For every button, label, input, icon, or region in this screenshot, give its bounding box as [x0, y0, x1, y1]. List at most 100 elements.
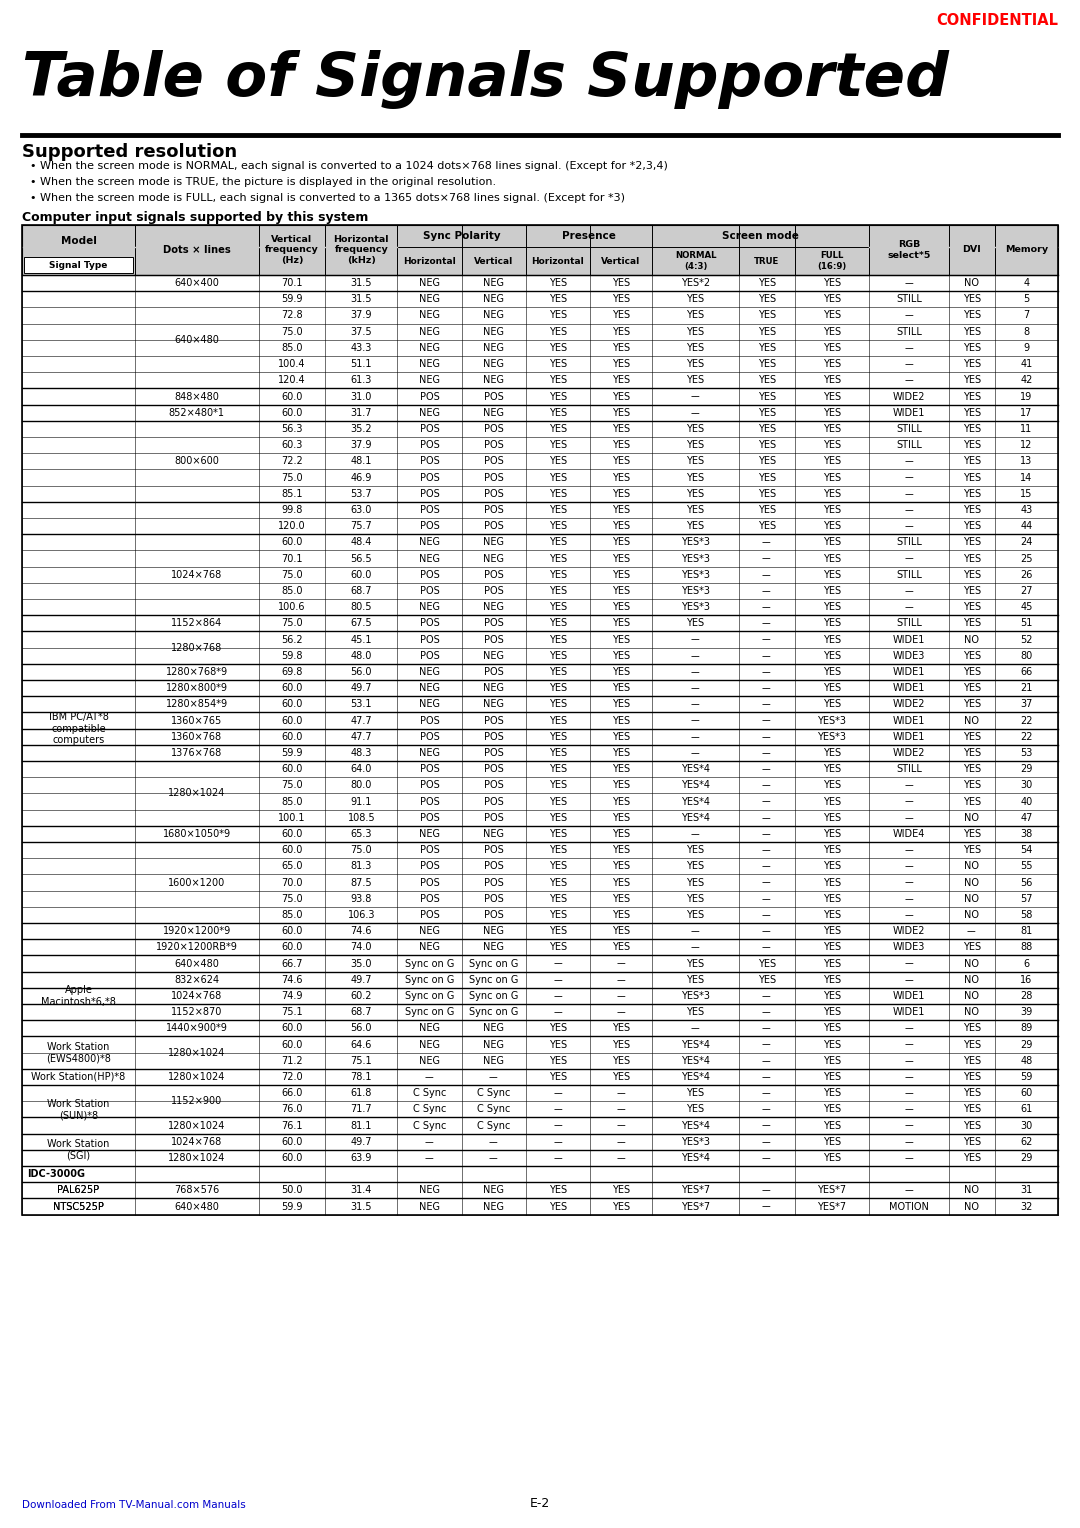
Text: YES*4: YES*4 — [681, 764, 710, 775]
Text: 1440×900*9: 1440×900*9 — [166, 1024, 228, 1033]
Text: 60.0: 60.0 — [281, 1154, 302, 1163]
Text: POS: POS — [420, 423, 440, 434]
Text: ––: –– — [690, 683, 701, 694]
Text: YES: YES — [962, 538, 981, 547]
Text: 51.1: 51.1 — [351, 359, 373, 370]
Text: YES: YES — [549, 747, 567, 758]
Text: ––: –– — [616, 1154, 625, 1163]
Text: 65.0: 65.0 — [281, 862, 302, 871]
Text: YES: YES — [962, 391, 981, 402]
Text: POS: POS — [484, 747, 503, 758]
Text: IDC-3000G: IDC-3000G — [27, 1169, 85, 1180]
Text: 1280×768: 1280×768 — [172, 643, 222, 652]
Text: 68.7: 68.7 — [351, 585, 373, 596]
Text: ––: –– — [904, 1105, 914, 1114]
Text: 1280×1024: 1280×1024 — [168, 1154, 226, 1163]
Text: YES: YES — [612, 521, 630, 532]
Text: YES: YES — [823, 990, 841, 1001]
Text: Presence: Presence — [562, 231, 616, 241]
Text: 35.2: 35.2 — [351, 423, 373, 434]
Text: YES: YES — [549, 926, 567, 937]
Text: YES: YES — [962, 781, 981, 790]
Text: YES: YES — [549, 651, 567, 660]
Text: 53: 53 — [1021, 747, 1032, 758]
Text: YES: YES — [612, 602, 630, 613]
Text: NEG: NEG — [419, 700, 440, 709]
Text: NO: NO — [964, 894, 980, 903]
Text: POS: POS — [420, 570, 440, 579]
Text: YES: YES — [823, 408, 841, 417]
Text: 15: 15 — [1021, 489, 1032, 498]
Text: YES: YES — [962, 553, 981, 564]
Text: 61.8: 61.8 — [351, 1088, 372, 1099]
Text: POS: POS — [484, 440, 503, 451]
Text: ––: –– — [762, 828, 772, 839]
Text: 61: 61 — [1021, 1105, 1032, 1114]
Text: STILL: STILL — [896, 619, 922, 628]
Text: ––: –– — [690, 828, 701, 839]
Text: ––: –– — [904, 1088, 914, 1099]
Text: YES: YES — [549, 619, 567, 628]
Text: 48: 48 — [1021, 1056, 1032, 1065]
Text: Sync on G: Sync on G — [405, 1007, 455, 1018]
Text: ––: –– — [904, 796, 914, 807]
Text: YES: YES — [612, 585, 630, 596]
Text: 75.0: 75.0 — [281, 619, 302, 628]
Text: 66: 66 — [1021, 666, 1032, 677]
Text: YES: YES — [823, 1137, 841, 1146]
Text: 99.8: 99.8 — [281, 504, 302, 515]
Text: POS: POS — [484, 634, 503, 645]
Text: YES: YES — [823, 1056, 841, 1065]
Text: 55: 55 — [1021, 862, 1032, 871]
Text: PAL625P: PAL625P — [57, 1186, 99, 1195]
Text: 43.3: 43.3 — [351, 342, 372, 353]
Text: 60.0: 60.0 — [281, 1024, 302, 1033]
Text: 47: 47 — [1021, 813, 1032, 822]
Text: YES: YES — [612, 619, 630, 628]
Text: 44: 44 — [1021, 521, 1032, 532]
Text: ––: –– — [489, 1137, 499, 1146]
Text: YES: YES — [687, 975, 704, 984]
Text: YES: YES — [549, 553, 567, 564]
Text: POS: POS — [484, 570, 503, 579]
Text: POS: POS — [420, 634, 440, 645]
Text: 39: 39 — [1021, 1007, 1032, 1018]
Text: Work Station(HP)*8: Work Station(HP)*8 — [31, 1073, 125, 1082]
Text: YES: YES — [823, 521, 841, 532]
Text: 69.8: 69.8 — [281, 666, 302, 677]
Text: ––: –– — [967, 926, 976, 937]
Text: YES: YES — [549, 862, 567, 871]
Text: 640×400: 640×400 — [174, 278, 219, 289]
Text: YES: YES — [823, 440, 841, 451]
Text: ––: –– — [904, 877, 914, 888]
Text: 88: 88 — [1021, 943, 1032, 952]
Text: 85.1: 85.1 — [281, 489, 302, 498]
Text: YES: YES — [962, 602, 981, 613]
Text: YES: YES — [962, 423, 981, 434]
Text: POS: POS — [420, 781, 440, 790]
Text: YES: YES — [758, 975, 775, 984]
Text: MOTION: MOTION — [889, 1201, 929, 1212]
Text: Model: Model — [60, 237, 96, 246]
Text: ––: –– — [553, 1137, 563, 1146]
Text: NEG: NEG — [419, 1056, 440, 1065]
Text: YES*7: YES*7 — [681, 1186, 710, 1195]
Text: YES: YES — [962, 1120, 981, 1131]
Text: 74.9: 74.9 — [281, 990, 302, 1001]
Text: YES: YES — [612, 1186, 630, 1195]
Text: Signal Type: Signal Type — [50, 260, 108, 269]
Text: 19: 19 — [1021, 391, 1032, 402]
Text: POS: POS — [484, 521, 503, 532]
Text: YES: YES — [823, 828, 841, 839]
Text: NEG: NEG — [483, 408, 504, 417]
Text: 60.0: 60.0 — [351, 570, 372, 579]
Text: Sync on G: Sync on G — [469, 975, 518, 984]
Text: YES*3: YES*3 — [681, 585, 710, 596]
Text: ––: –– — [762, 909, 772, 920]
Text: 48.3: 48.3 — [351, 747, 372, 758]
Text: WIDE1: WIDE1 — [893, 634, 926, 645]
Text: YES: YES — [962, 764, 981, 775]
Text: ––: –– — [904, 342, 914, 353]
Text: 85.0: 85.0 — [281, 909, 302, 920]
Text: YES: YES — [549, 327, 567, 336]
